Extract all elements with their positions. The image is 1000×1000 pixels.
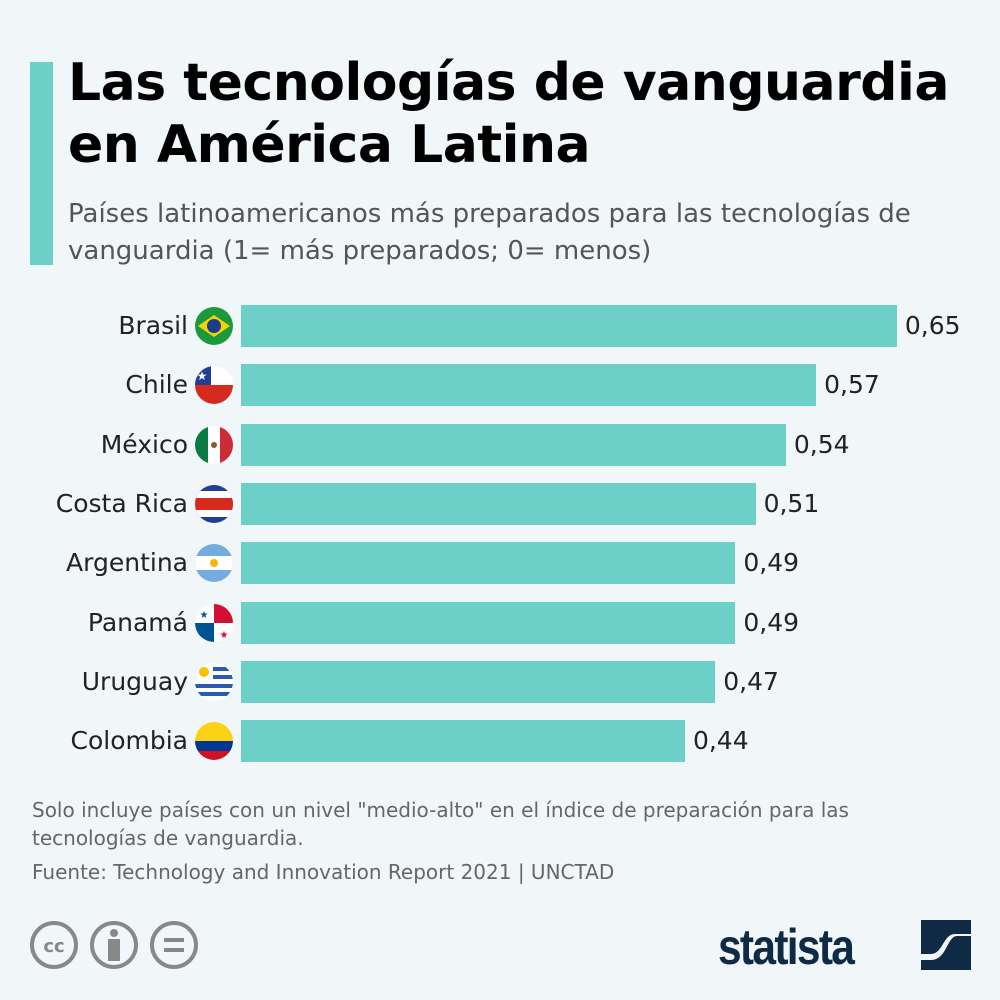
value-label: 0,49 — [743, 607, 800, 637]
value-label: 0,47 — [723, 666, 779, 696]
category-label: Colombia — [70, 726, 188, 756]
svg-text:★: ★ — [197, 369, 208, 383]
source: Fuente: Technology and Innovation Report… — [32, 860, 615, 884]
footnote: Solo incluye países con un nivel "medio-… — [32, 798, 849, 850]
value-label: 0,51 — [763, 488, 820, 518]
bar — [241, 482, 756, 525]
bar — [241, 423, 786, 466]
category-label: Panamá — [87, 607, 188, 637]
category-label: Uruguay — [81, 666, 188, 696]
value-label: 0,57 — [824, 370, 880, 400]
panama-flag-icon: ★★ — [195, 603, 233, 642]
category-label: México — [100, 429, 188, 459]
uruguay-flag-icon — [195, 662, 233, 701]
bar — [241, 305, 897, 347]
bar — [241, 720, 685, 763]
accent-bar — [30, 62, 53, 265]
svg-text:cc: cc — [43, 936, 64, 957]
colombia-flag-icon — [195, 722, 233, 761]
cc-icon — [30, 921, 78, 969]
bar — [241, 601, 736, 644]
nd-icon — [150, 921, 198, 969]
mexico-flag-icon — [195, 425, 233, 464]
chile-flag-icon: ★ — [195, 366, 233, 405]
bar — [241, 542, 736, 585]
value-label: 0,54 — [793, 429, 850, 459]
value-label: 0,49 — [743, 548, 800, 578]
value-label: 0,65 — [904, 311, 961, 340]
category-label: Costa Rica — [55, 488, 188, 518]
category-label: Argentina — [66, 548, 188, 578]
brazil-flag-icon — [195, 307, 233, 345]
value-label: 0,44 — [692, 726, 749, 756]
creative-commons-icons: cc — [30, 921, 198, 969]
category-label: Brasil — [118, 311, 188, 340]
statista-logo-mark-icon — [921, 920, 971, 970]
costa-rica-flag-icon — [195, 484, 233, 523]
statista-logo: statista — [718, 919, 855, 975]
svg-text:★: ★ — [220, 630, 229, 641]
bar — [241, 364, 817, 407]
argentina-flag-icon — [195, 544, 233, 583]
chart-subtitle: Países latinoamericanos más preparados p… — [68, 199, 911, 266]
svg-text:★: ★ — [200, 610, 209, 621]
by-icon — [90, 921, 138, 969]
category-label: Chile — [125, 370, 188, 400]
bar — [241, 660, 716, 703]
chart-title: Las tecnologías de vanguardia en América… — [68, 53, 949, 175]
